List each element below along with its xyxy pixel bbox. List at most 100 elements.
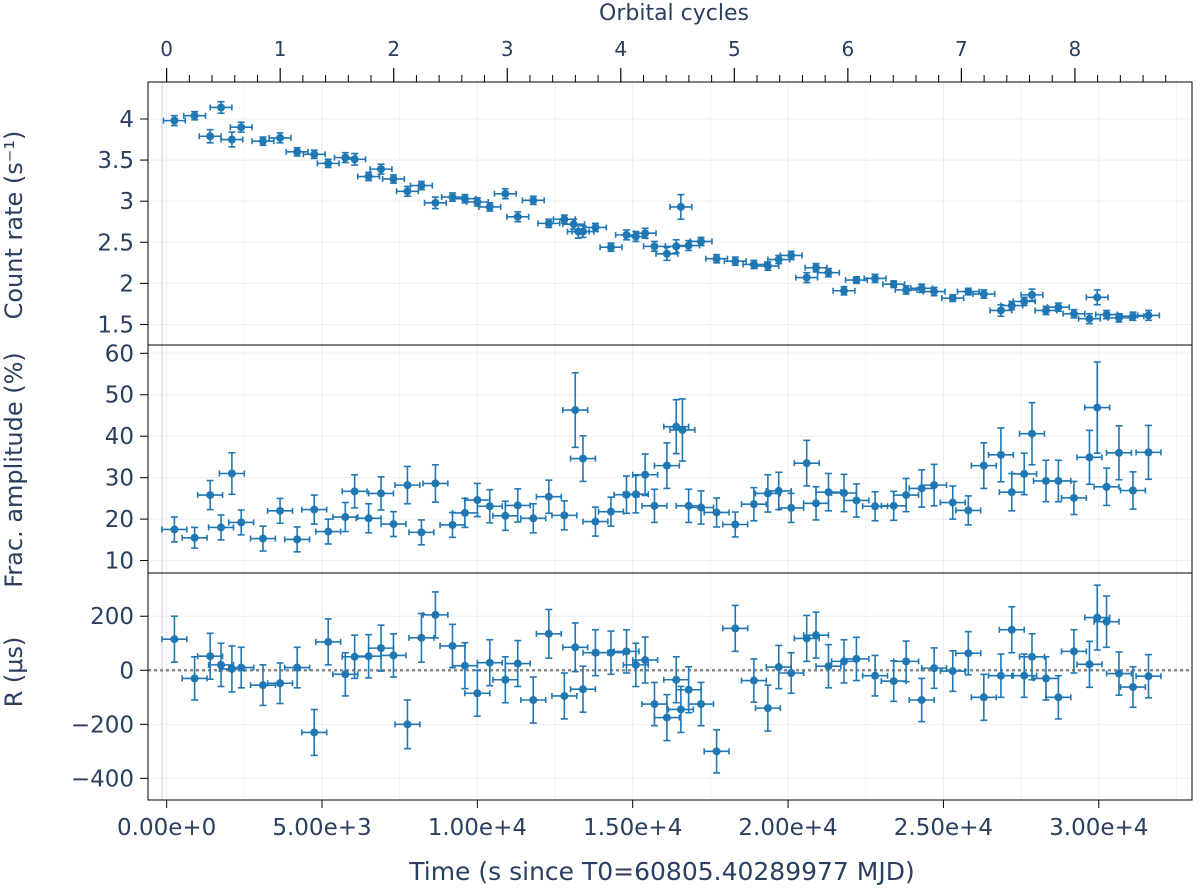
- data-marker: [930, 481, 939, 490]
- data-point: [521, 195, 545, 206]
- data-marker: [1054, 476, 1063, 485]
- data-point: [380, 633, 407, 678]
- data-point: [1093, 467, 1120, 507]
- data-marker: [731, 624, 740, 633]
- data-point: [597, 630, 625, 676]
- data-marker: [460, 661, 469, 670]
- data-marker: [1102, 617, 1111, 626]
- data-marker: [485, 202, 494, 211]
- data-point: [843, 483, 870, 518]
- data-point: [955, 495, 982, 526]
- x-tick-label: 5.00e+3: [272, 815, 371, 841]
- data-point: [218, 451, 246, 496]
- data-marker: [403, 481, 412, 490]
- data-marker: [662, 461, 671, 470]
- data-marker: [1007, 488, 1016, 497]
- data-point: [653, 442, 681, 490]
- data-marker: [571, 643, 580, 652]
- data-point: [998, 605, 1026, 654]
- data-point: [476, 638, 504, 687]
- data-point: [394, 465, 421, 505]
- r-delay-series: [161, 584, 1162, 774]
- data-point: [689, 236, 713, 247]
- data-marker: [917, 484, 926, 493]
- data-marker: [310, 728, 319, 737]
- data-marker: [712, 508, 721, 517]
- data-marker: [840, 286, 848, 295]
- data-point: [161, 615, 188, 663]
- data-point: [1060, 628, 1088, 674]
- data-point: [1062, 308, 1086, 319]
- data-marker: [824, 268, 833, 277]
- data-marker: [417, 528, 426, 537]
- data-point: [844, 275, 869, 285]
- data-marker: [930, 664, 939, 673]
- data-marker: [996, 671, 1005, 680]
- data-point: [207, 514, 235, 541]
- data-point: [380, 510, 407, 538]
- data-marker: [787, 503, 796, 512]
- data-marker: [448, 520, 457, 529]
- x-tick-label: 3.00e+4: [1049, 815, 1148, 841]
- data-marker: [774, 255, 783, 264]
- data-marker: [672, 422, 681, 431]
- data-marker: [840, 488, 848, 497]
- data-point: [669, 193, 693, 221]
- data-marker: [431, 479, 440, 488]
- data-point: [633, 227, 657, 239]
- data-marker: [217, 660, 226, 669]
- data-marker: [650, 700, 659, 709]
- data-point: [551, 500, 578, 531]
- y-tick-label: 3: [119, 189, 134, 215]
- data-point: [266, 497, 294, 525]
- top-tick-label: 8: [1069, 37, 1082, 61]
- data-point: [301, 494, 328, 525]
- data-marker: [341, 670, 350, 679]
- data-point: [1093, 595, 1120, 649]
- data-marker: [258, 137, 267, 146]
- data-point: [653, 693, 681, 742]
- frac-amplitude-series: [161, 361, 1162, 553]
- data-point: [196, 479, 224, 511]
- data-point: [777, 492, 805, 524]
- y-tick-label: 20: [105, 507, 134, 533]
- data-marker: [1027, 652, 1036, 661]
- data-point: [765, 644, 792, 690]
- y-tick-label: 200: [90, 604, 134, 630]
- data-marker: [501, 189, 510, 198]
- data-point: [571, 225, 595, 239]
- data-marker: [787, 251, 796, 260]
- data-marker: [763, 262, 772, 271]
- data-marker: [1114, 448, 1123, 457]
- data-marker: [1020, 469, 1029, 478]
- data-marker: [579, 227, 587, 236]
- data-point: [939, 650, 966, 693]
- data-point: [1020, 288, 1044, 302]
- data-point: [316, 158, 340, 169]
- data-marker: [350, 155, 359, 164]
- data-marker: [930, 287, 939, 296]
- data-marker: [170, 525, 179, 534]
- data-point: [196, 632, 224, 681]
- data-point: [597, 496, 625, 527]
- data-point: [1136, 309, 1161, 322]
- data-point: [1135, 653, 1162, 699]
- data-point: [314, 618, 342, 666]
- data-marker: [544, 492, 553, 501]
- y-tick-label: 50: [105, 383, 134, 409]
- y-tick-label: 60: [105, 341, 134, 367]
- data-point: [1119, 471, 1147, 510]
- data-marker: [350, 487, 359, 496]
- data-marker: [662, 249, 671, 258]
- y-tick-label: 2.5: [97, 230, 134, 256]
- tick-layer: 1.522.533.54102030405060−400−20002000.00…: [71, 37, 1167, 841]
- data-marker: [684, 685, 693, 694]
- data-point: [451, 641, 479, 690]
- data-point: [843, 636, 870, 682]
- data-marker: [631, 660, 640, 669]
- data-point: [631, 453, 659, 497]
- data-marker: [377, 489, 386, 498]
- data-marker: [1128, 486, 1137, 495]
- data-marker: [1020, 671, 1029, 680]
- data-marker: [324, 637, 333, 646]
